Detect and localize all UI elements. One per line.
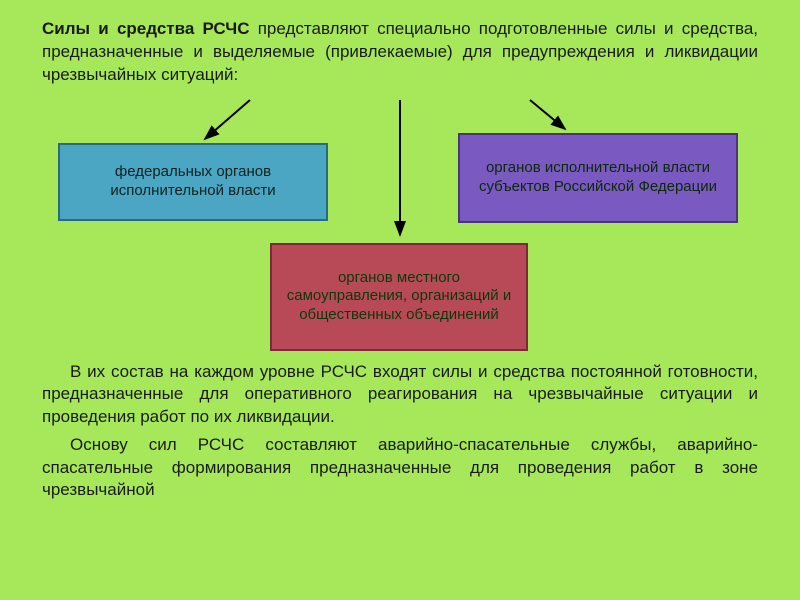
box-local-label: органов местного самоуправления, организ… [280,269,518,325]
arrow-right [530,100,565,129]
diagram: федеральных органов исполнительной власт… [0,95,800,355]
box-federal: федеральных органов исполнительной власт… [58,143,328,221]
intro-text: Силы и средства РСЧС представляют специа… [0,0,800,95]
box-regional: органов исполнительной власти субъектов … [458,133,738,223]
arrow-left [205,100,250,139]
box-federal-label: федеральных органов исполнительной власт… [68,163,318,201]
box-regional-label: органов исполнительной власти субъектов … [468,159,728,197]
box-local: органов местного самоуправления, организ… [270,243,528,351]
paragraph-1: В их состав на каждом уровне РСЧС входят… [0,355,800,428]
paragraph-2: Основу сил РСЧС составляют аварийно-спас… [0,428,800,501]
intro-bold: Силы и средства РСЧС [42,19,250,38]
